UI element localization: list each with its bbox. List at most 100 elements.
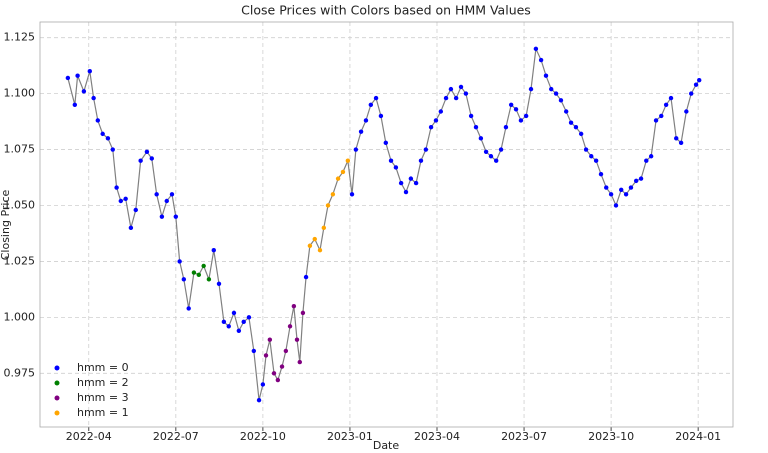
price-point <box>393 165 399 170</box>
price-point <box>543 73 549 78</box>
price-point <box>114 185 119 190</box>
price-point <box>275 377 281 383</box>
price-point <box>428 124 434 130</box>
legend-label: hmm = 0 <box>77 361 129 374</box>
price-point <box>689 91 694 96</box>
y-tick-label: 1.000 <box>4 310 36 323</box>
price-point <box>604 185 609 190</box>
price-point <box>221 319 227 325</box>
price-point <box>154 192 159 197</box>
price-point <box>589 154 594 159</box>
price-point <box>191 270 197 275</box>
x-tick-label: 2023-01 <box>327 430 373 443</box>
y-tick-label: 1.025 <box>4 254 36 267</box>
price-point <box>648 154 654 159</box>
legend-marker <box>54 395 60 401</box>
price-point <box>693 82 699 87</box>
price-point <box>345 158 351 163</box>
price-point <box>271 371 277 376</box>
price-point <box>201 263 206 269</box>
price-point <box>81 89 87 94</box>
legend-label: hmm = 1 <box>77 406 129 419</box>
price-point <box>403 189 409 195</box>
price-point <box>95 118 101 123</box>
price-point <box>473 124 479 130</box>
x-axis-label: Date <box>373 439 400 449</box>
price-point <box>568 120 574 125</box>
price-point <box>598 171 604 177</box>
price-point <box>508 102 514 107</box>
price-point <box>398 180 404 186</box>
price-point <box>684 109 689 114</box>
y-tick-label: 1.125 <box>4 31 36 44</box>
price-point <box>312 236 317 242</box>
legend-label: hmm = 2 <box>77 376 129 389</box>
price-point <box>653 118 659 123</box>
price-point <box>263 353 269 358</box>
price-point <box>159 214 165 219</box>
price-point <box>186 306 191 311</box>
price-point <box>478 136 484 141</box>
price-point <box>697 77 702 83</box>
price-point <box>173 214 179 219</box>
price-point <box>206 277 212 282</box>
price-point <box>623 192 629 197</box>
price-point <box>523 113 529 119</box>
price-point <box>418 158 424 163</box>
x-tick-label: 2023-04 <box>414 430 460 443</box>
price-point <box>325 203 331 208</box>
price-point <box>91 95 96 101</box>
price-point <box>533 46 539 52</box>
price-point <box>196 272 201 278</box>
price-point <box>578 131 584 137</box>
price-point <box>423 147 429 152</box>
price-point <box>663 102 669 107</box>
price-point <box>335 176 341 181</box>
price-point <box>110 147 115 152</box>
x-tick-label: 2022-10 <box>240 430 286 443</box>
price-point <box>613 203 619 208</box>
price-point <box>317 248 323 253</box>
price-point <box>528 86 534 92</box>
price-point <box>553 91 559 96</box>
price-point <box>349 192 355 197</box>
price-point <box>638 176 644 181</box>
price-point <box>75 73 80 78</box>
price-point <box>468 113 474 119</box>
legend-marker <box>54 380 60 386</box>
price-point <box>287 324 293 329</box>
price-point <box>378 113 384 119</box>
price-point <box>300 310 306 316</box>
price-point <box>628 185 634 190</box>
price-point <box>267 337 273 342</box>
price-point <box>538 57 544 63</box>
price-point <box>678 140 684 146</box>
price-point <box>283 348 289 354</box>
price-point <box>72 102 78 107</box>
price-point <box>503 124 509 130</box>
price-point <box>321 225 327 231</box>
price-point <box>488 154 494 159</box>
price-point <box>330 192 336 197</box>
y-tick-label: 1.100 <box>4 87 36 100</box>
price-point <box>408 176 414 181</box>
price-point <box>443 95 449 101</box>
price-point <box>388 158 394 163</box>
x-tick-label: 2022-07 <box>153 430 199 443</box>
legend-marker <box>54 410 60 416</box>
price-point <box>608 192 614 197</box>
price-point <box>363 118 369 123</box>
price-point <box>260 382 266 387</box>
y-tick-label: 1.075 <box>4 143 36 156</box>
y-tick-label: 0.975 <box>4 366 36 379</box>
price-point <box>438 109 444 114</box>
price-point <box>138 158 143 163</box>
price-point <box>149 156 154 161</box>
price-point <box>549 86 554 92</box>
price-point <box>644 158 649 163</box>
price-point <box>558 98 564 103</box>
price-point <box>169 192 175 197</box>
y-axis-label: Closing Price <box>0 190 12 261</box>
